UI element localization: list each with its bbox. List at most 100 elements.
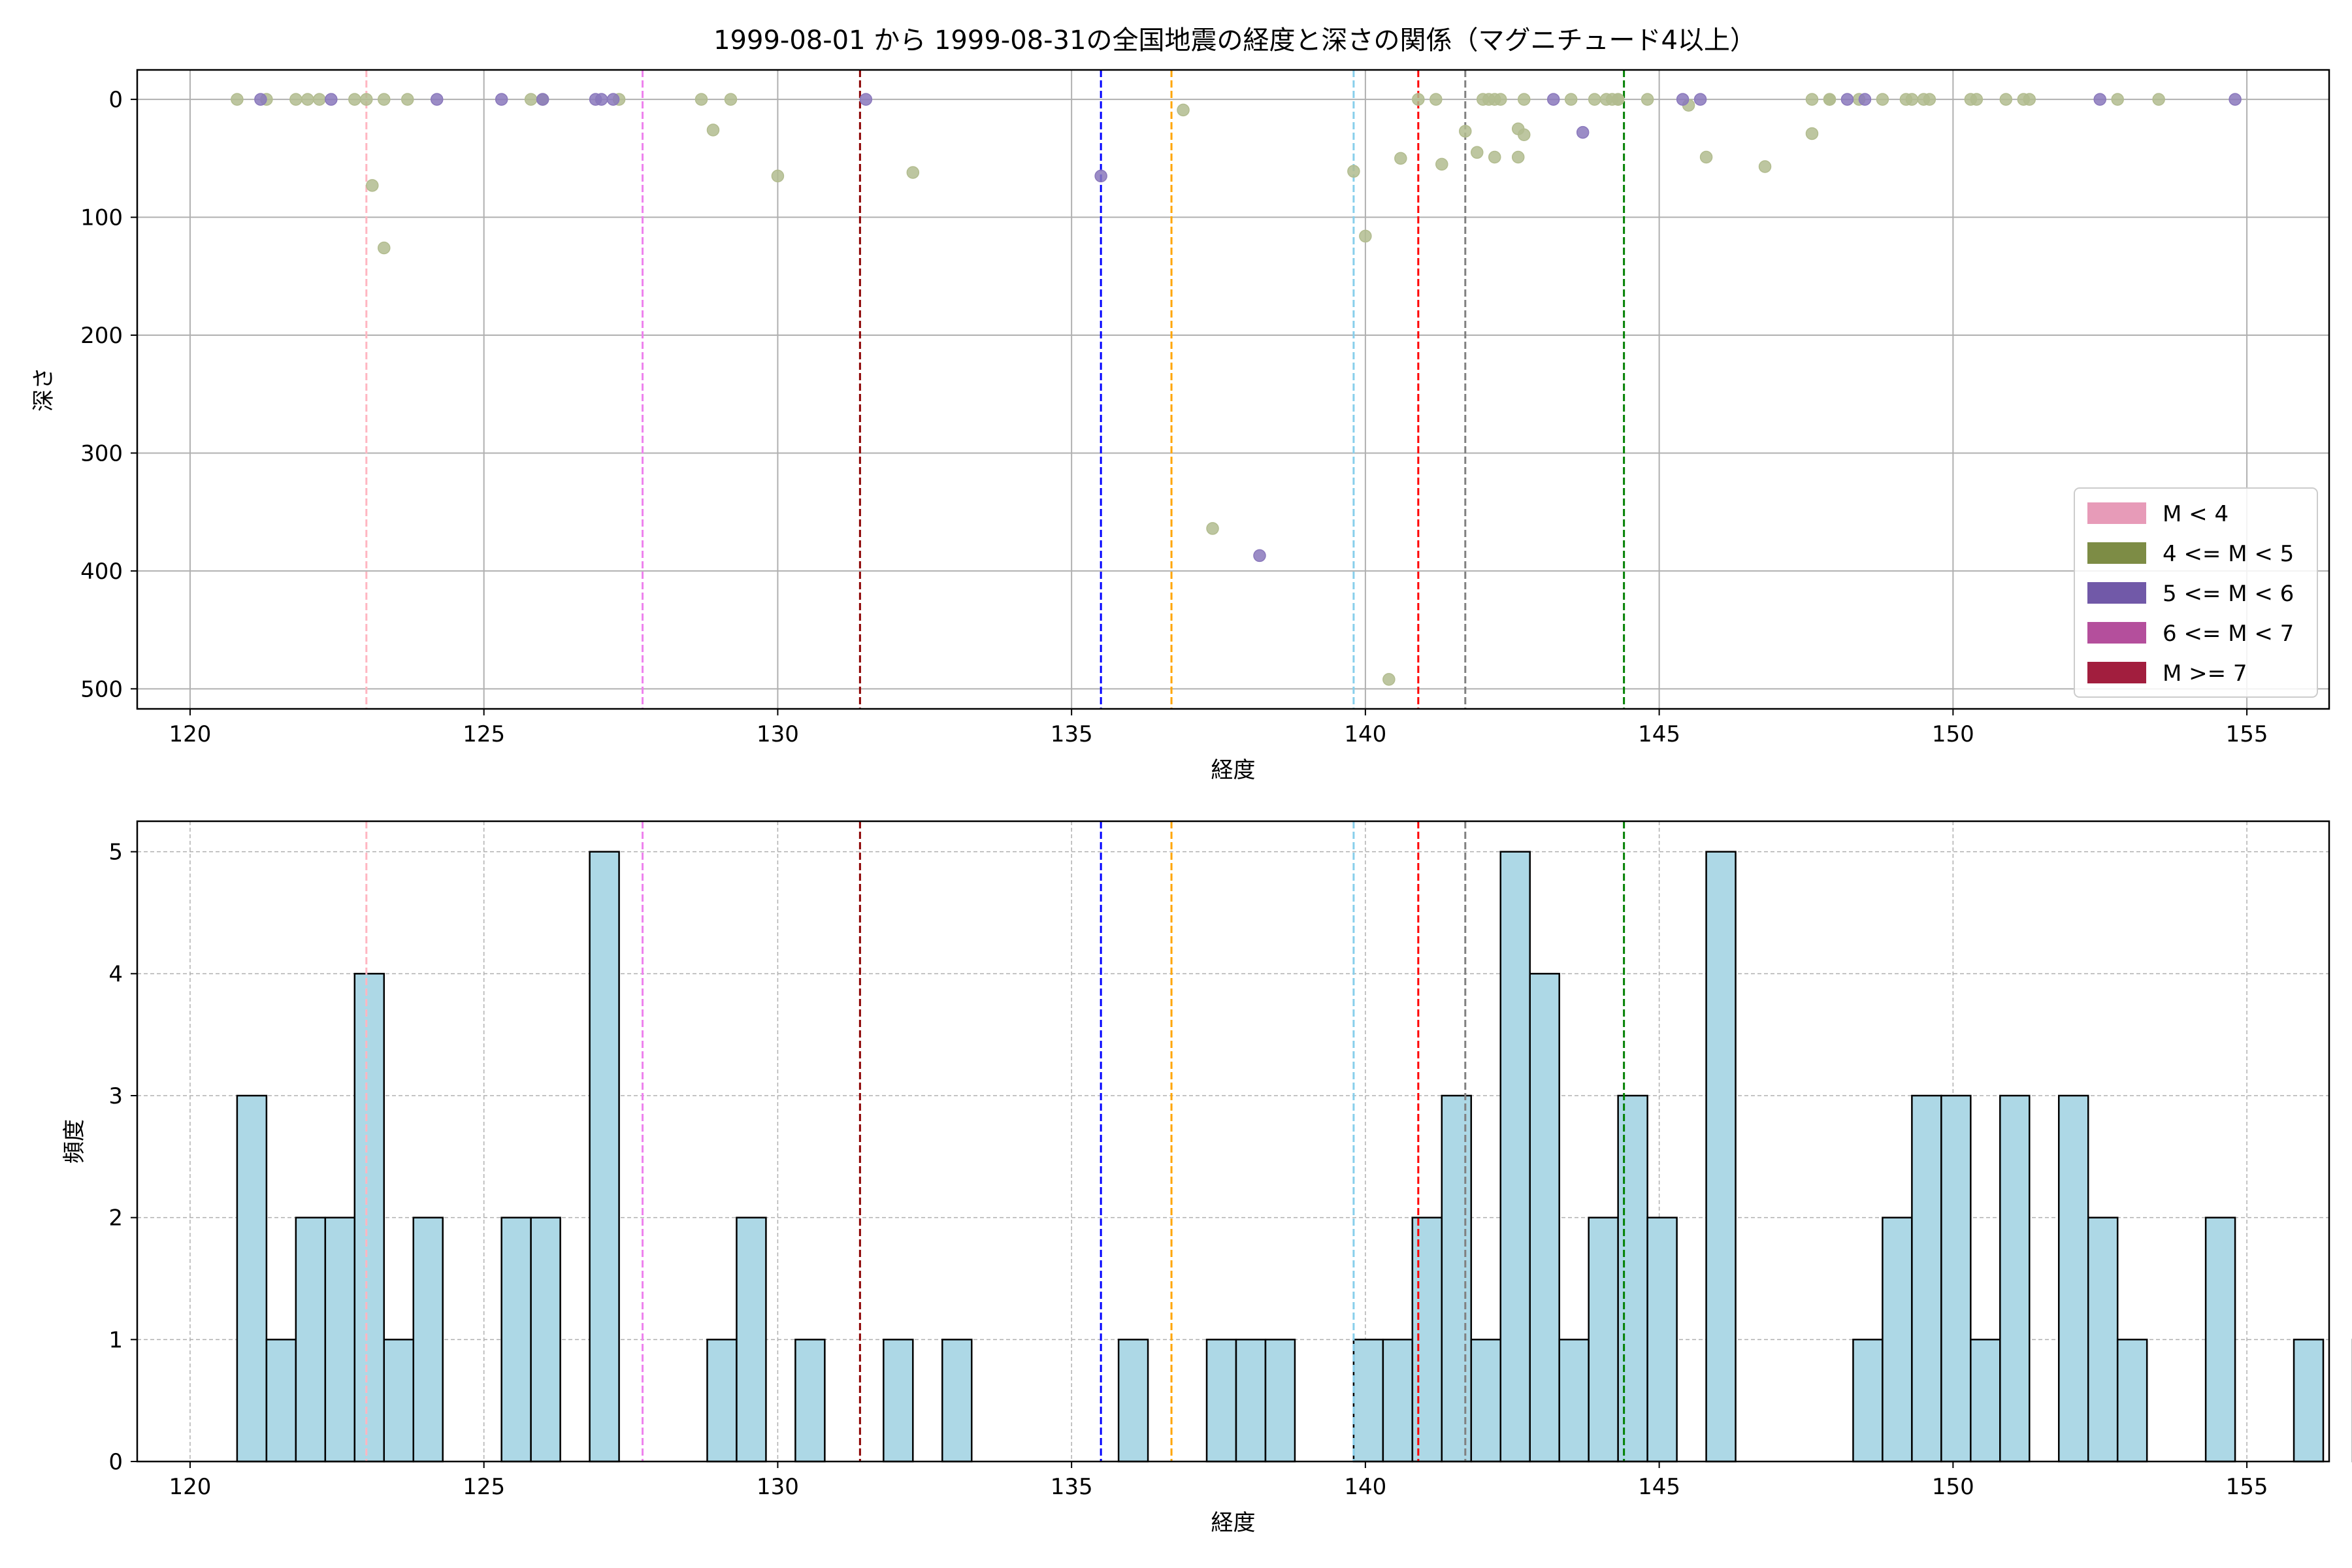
scatter-point <box>254 93 267 106</box>
histogram-bar <box>883 1339 914 1463</box>
histogram-bar <box>1558 1339 1590 1463</box>
scatter-y-tick-label: 0 <box>108 87 123 113</box>
histogram-bar <box>1529 973 1560 1463</box>
scatter-point <box>360 93 373 106</box>
histogram-x-tick-label: 155 <box>2226 1474 2268 1500</box>
histogram-bar <box>1499 851 1531 1463</box>
legend-label: 4 <= M < 5 <box>2163 541 2294 567</box>
scatter-point <box>1206 522 1219 535</box>
legend-label: M >= 7 <box>2163 661 2247 687</box>
histogram-bar <box>2293 1339 2325 1463</box>
histogram-y-tick-label: 1 <box>108 1327 123 1353</box>
histogram-bar <box>295 1217 327 1463</box>
legend-swatch <box>2087 662 2146 683</box>
scatter-point <box>1999 93 2013 106</box>
legend-swatch <box>2087 622 2146 644</box>
scatter-point <box>1576 125 1590 139</box>
scatter-point <box>1588 93 1601 106</box>
scatter-point <box>495 93 508 106</box>
histogram-bar <box>1470 1339 1502 1463</box>
histogram-bar <box>1940 1094 1972 1463</box>
scatter-x-axis-label: 経度 <box>1211 757 1256 783</box>
scatter-point <box>1435 157 1448 171</box>
histogram-bar <box>530 1217 561 1463</box>
histogram-x-tick-label: 135 <box>1051 1474 1093 1500</box>
scatter-point <box>313 93 326 106</box>
scatter-y-tick-label: 200 <box>80 323 123 349</box>
histogram-bar <box>589 851 620 1463</box>
histogram-y-ticks: 0 1 2 3 4 5 <box>108 840 137 1475</box>
histogram-y-tick-label: 4 <box>108 961 123 987</box>
scatter-point <box>1858 93 1872 106</box>
scatter-x-tick-label: 140 <box>1344 721 1386 747</box>
legend-swatch <box>2087 502 2146 524</box>
scatter-point <box>1347 165 1360 178</box>
histogram-bar <box>941 1339 973 1463</box>
scatter-y-tick-label: 500 <box>80 676 123 702</box>
histogram-bar <box>1999 1094 2031 1463</box>
scatter-point <box>595 93 608 106</box>
histogram-bar <box>265 1339 297 1463</box>
histogram-bar <box>1617 1094 1648 1463</box>
scatter-point <box>1359 229 1372 243</box>
scatter-point <box>1693 93 1707 106</box>
histogram-y-tick-label: 3 <box>108 1083 123 1109</box>
scatter-point <box>2093 93 2106 106</box>
histogram-axes-frame <box>136 820 2330 1463</box>
scatter-point <box>1970 93 1984 106</box>
histogram-x-tick-label: 145 <box>1638 1474 1680 1500</box>
scatter-point <box>1494 93 1507 106</box>
legend-swatch <box>2087 542 2146 564</box>
scatter-point <box>1517 93 1531 106</box>
scatter-point <box>231 93 244 106</box>
scatter-point <box>289 93 302 106</box>
scatter-point <box>1758 160 1772 173</box>
histogram-bar <box>1646 1217 1678 1463</box>
histogram-y-tick-label: 0 <box>108 1449 123 1475</box>
scatter-point <box>1429 93 1443 106</box>
legend-label: M < 4 <box>2163 501 2229 527</box>
scatter-point <box>1459 125 1472 138</box>
scatter-x-tick-label: 145 <box>1638 721 1680 747</box>
scatter-point <box>1412 93 1425 106</box>
histogram-bar <box>2087 1217 2119 1463</box>
histogram-bar <box>1441 1094 1473 1463</box>
scatter-point <box>1394 152 1407 165</box>
scatter-x-tick-label: 150 <box>1932 721 1974 747</box>
scatter-x-tick-label: 155 <box>2226 721 2268 747</box>
histogram-bar <box>1235 1339 1267 1463</box>
histogram-bar <box>1705 851 1737 1463</box>
scatter-point <box>378 241 391 255</box>
scatter-point <box>524 93 538 106</box>
legend-label: 6 <= M < 7 <box>2163 621 2294 647</box>
histogram-reference-lines <box>365 821 1625 1462</box>
scatter-point <box>1382 673 1396 686</box>
scatter-x-tick-label: 120 <box>169 721 211 747</box>
histogram-bar <box>500 1217 532 1463</box>
histogram-bar <box>1588 1217 1619 1463</box>
scatter-point <box>859 93 873 106</box>
scatter-x-tick-label: 130 <box>757 721 799 747</box>
legend-swatch <box>2087 582 2146 604</box>
scatter-y-tick-label: 300 <box>80 440 123 466</box>
scatter-point <box>694 93 708 106</box>
histogram-bar <box>1352 1339 1384 1463</box>
scatter-legend: M < 4 4 <= M < 5 5 <= M < 6 6 <= M < 7 M >= … <box>2074 487 2318 698</box>
scatter-y-axis-label: 深さ <box>31 367 57 412</box>
histogram-bar <box>1882 1217 1913 1463</box>
scatter-x-tick-label: 135 <box>1051 721 1093 747</box>
histogram-bar <box>1970 1339 2001 1463</box>
histogram-bars <box>236 851 2352 1463</box>
scatter-point <box>325 93 338 106</box>
scatter-point <box>2229 93 2242 106</box>
scatter-point <box>1840 93 1854 106</box>
histogram-bar <box>412 1217 444 1463</box>
histogram-x-tick-label: 140 <box>1344 1474 1386 1500</box>
scatter-point <box>724 93 738 106</box>
scatter-y-tick-label: 400 <box>80 559 123 585</box>
scatter-point <box>906 166 920 179</box>
scatter-point <box>378 93 391 106</box>
histogram-bar <box>1264 1339 1296 1463</box>
scatter-point <box>366 179 379 192</box>
